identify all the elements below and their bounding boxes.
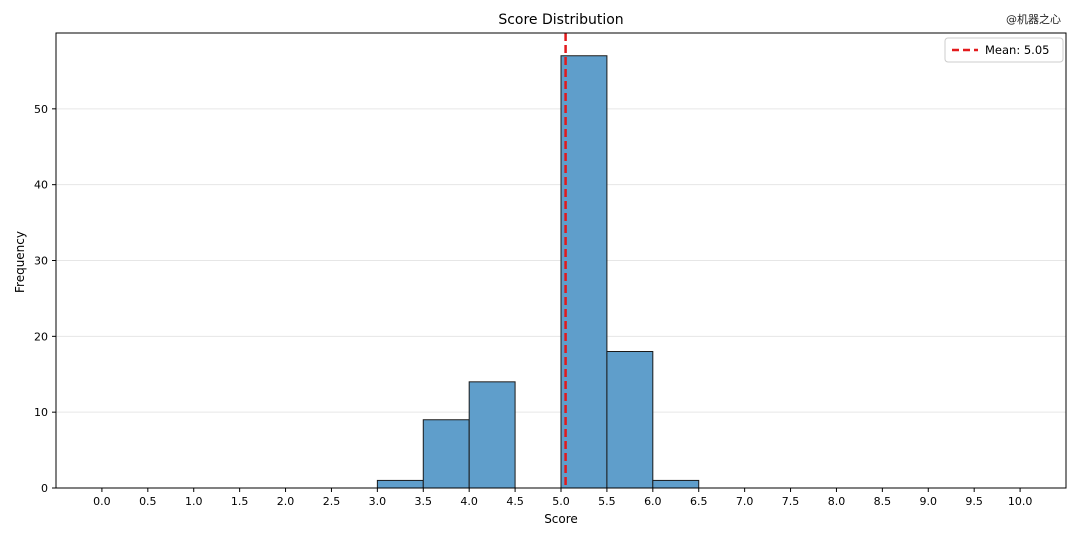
x-axis-ticks: 0.0 0.5 1.0 1.5 2.0 2.5 3.0 3.5 4.0 4.5 5.0 5.5 6.0 6… [93,488,1032,508]
x-tick-label: 4.5 [506,495,524,508]
x-tick-label: 7.5 [782,495,800,508]
x-tick-label: 10.0 [1008,495,1033,508]
x-tick-label: 8.5 [874,495,892,508]
x-tick-label: 3.0 [369,495,387,508]
histogram-bar [376,479,424,489]
x-tick-label: 4.0 [460,495,478,508]
histogram-bar [606,351,654,489]
histogram-bar [468,381,516,489]
y-tick-label: 0 [41,482,48,495]
x-tick-label: 8.0 [828,495,846,508]
legend: Mean: 5.05 [944,37,1064,63]
x-tick-label: 1.5 [231,495,249,508]
y-tick-label: 10 [34,406,48,419]
histogram-bar [422,419,470,489]
x-tick-label: 6.5 [690,495,708,508]
x-tick-label: 9.0 [920,495,938,508]
x-tick-label: 0.5 [139,495,157,508]
histogram-bar [560,55,608,489]
x-tick-label: 5.5 [598,495,616,508]
histogram-bar [652,479,700,489]
x-tick-label: 5.0 [552,495,570,508]
watermark: @机器之心 [1006,12,1061,26]
chart-title: Score Distribution [498,12,623,28]
legend-label: Mean: 5.05 [985,43,1049,57]
x-tick-label: 1.0 [185,495,203,508]
x-tick-label: 9.5 [965,495,983,508]
y-axis-label: Frequency [13,231,27,293]
y-axis-ticks: 0 10 20 30 40 50 [34,103,56,495]
x-axis-label: Score [544,512,578,526]
x-tick-label: 6.0 [644,495,662,508]
x-tick-label: 2.5 [323,495,341,508]
y-tick-label: 40 [34,179,48,192]
histogram-bars [376,55,700,489]
y-tick-label: 30 [34,255,48,268]
x-tick-label: 0.0 [93,495,111,508]
y-tick-label: 20 [34,330,48,343]
y-tick-label: 50 [34,103,48,116]
x-tick-label: 3.5 [415,495,433,508]
legend-box [944,37,1064,63]
x-tick-label: 2.0 [277,495,295,508]
x-tick-label: 7.0 [736,495,754,508]
